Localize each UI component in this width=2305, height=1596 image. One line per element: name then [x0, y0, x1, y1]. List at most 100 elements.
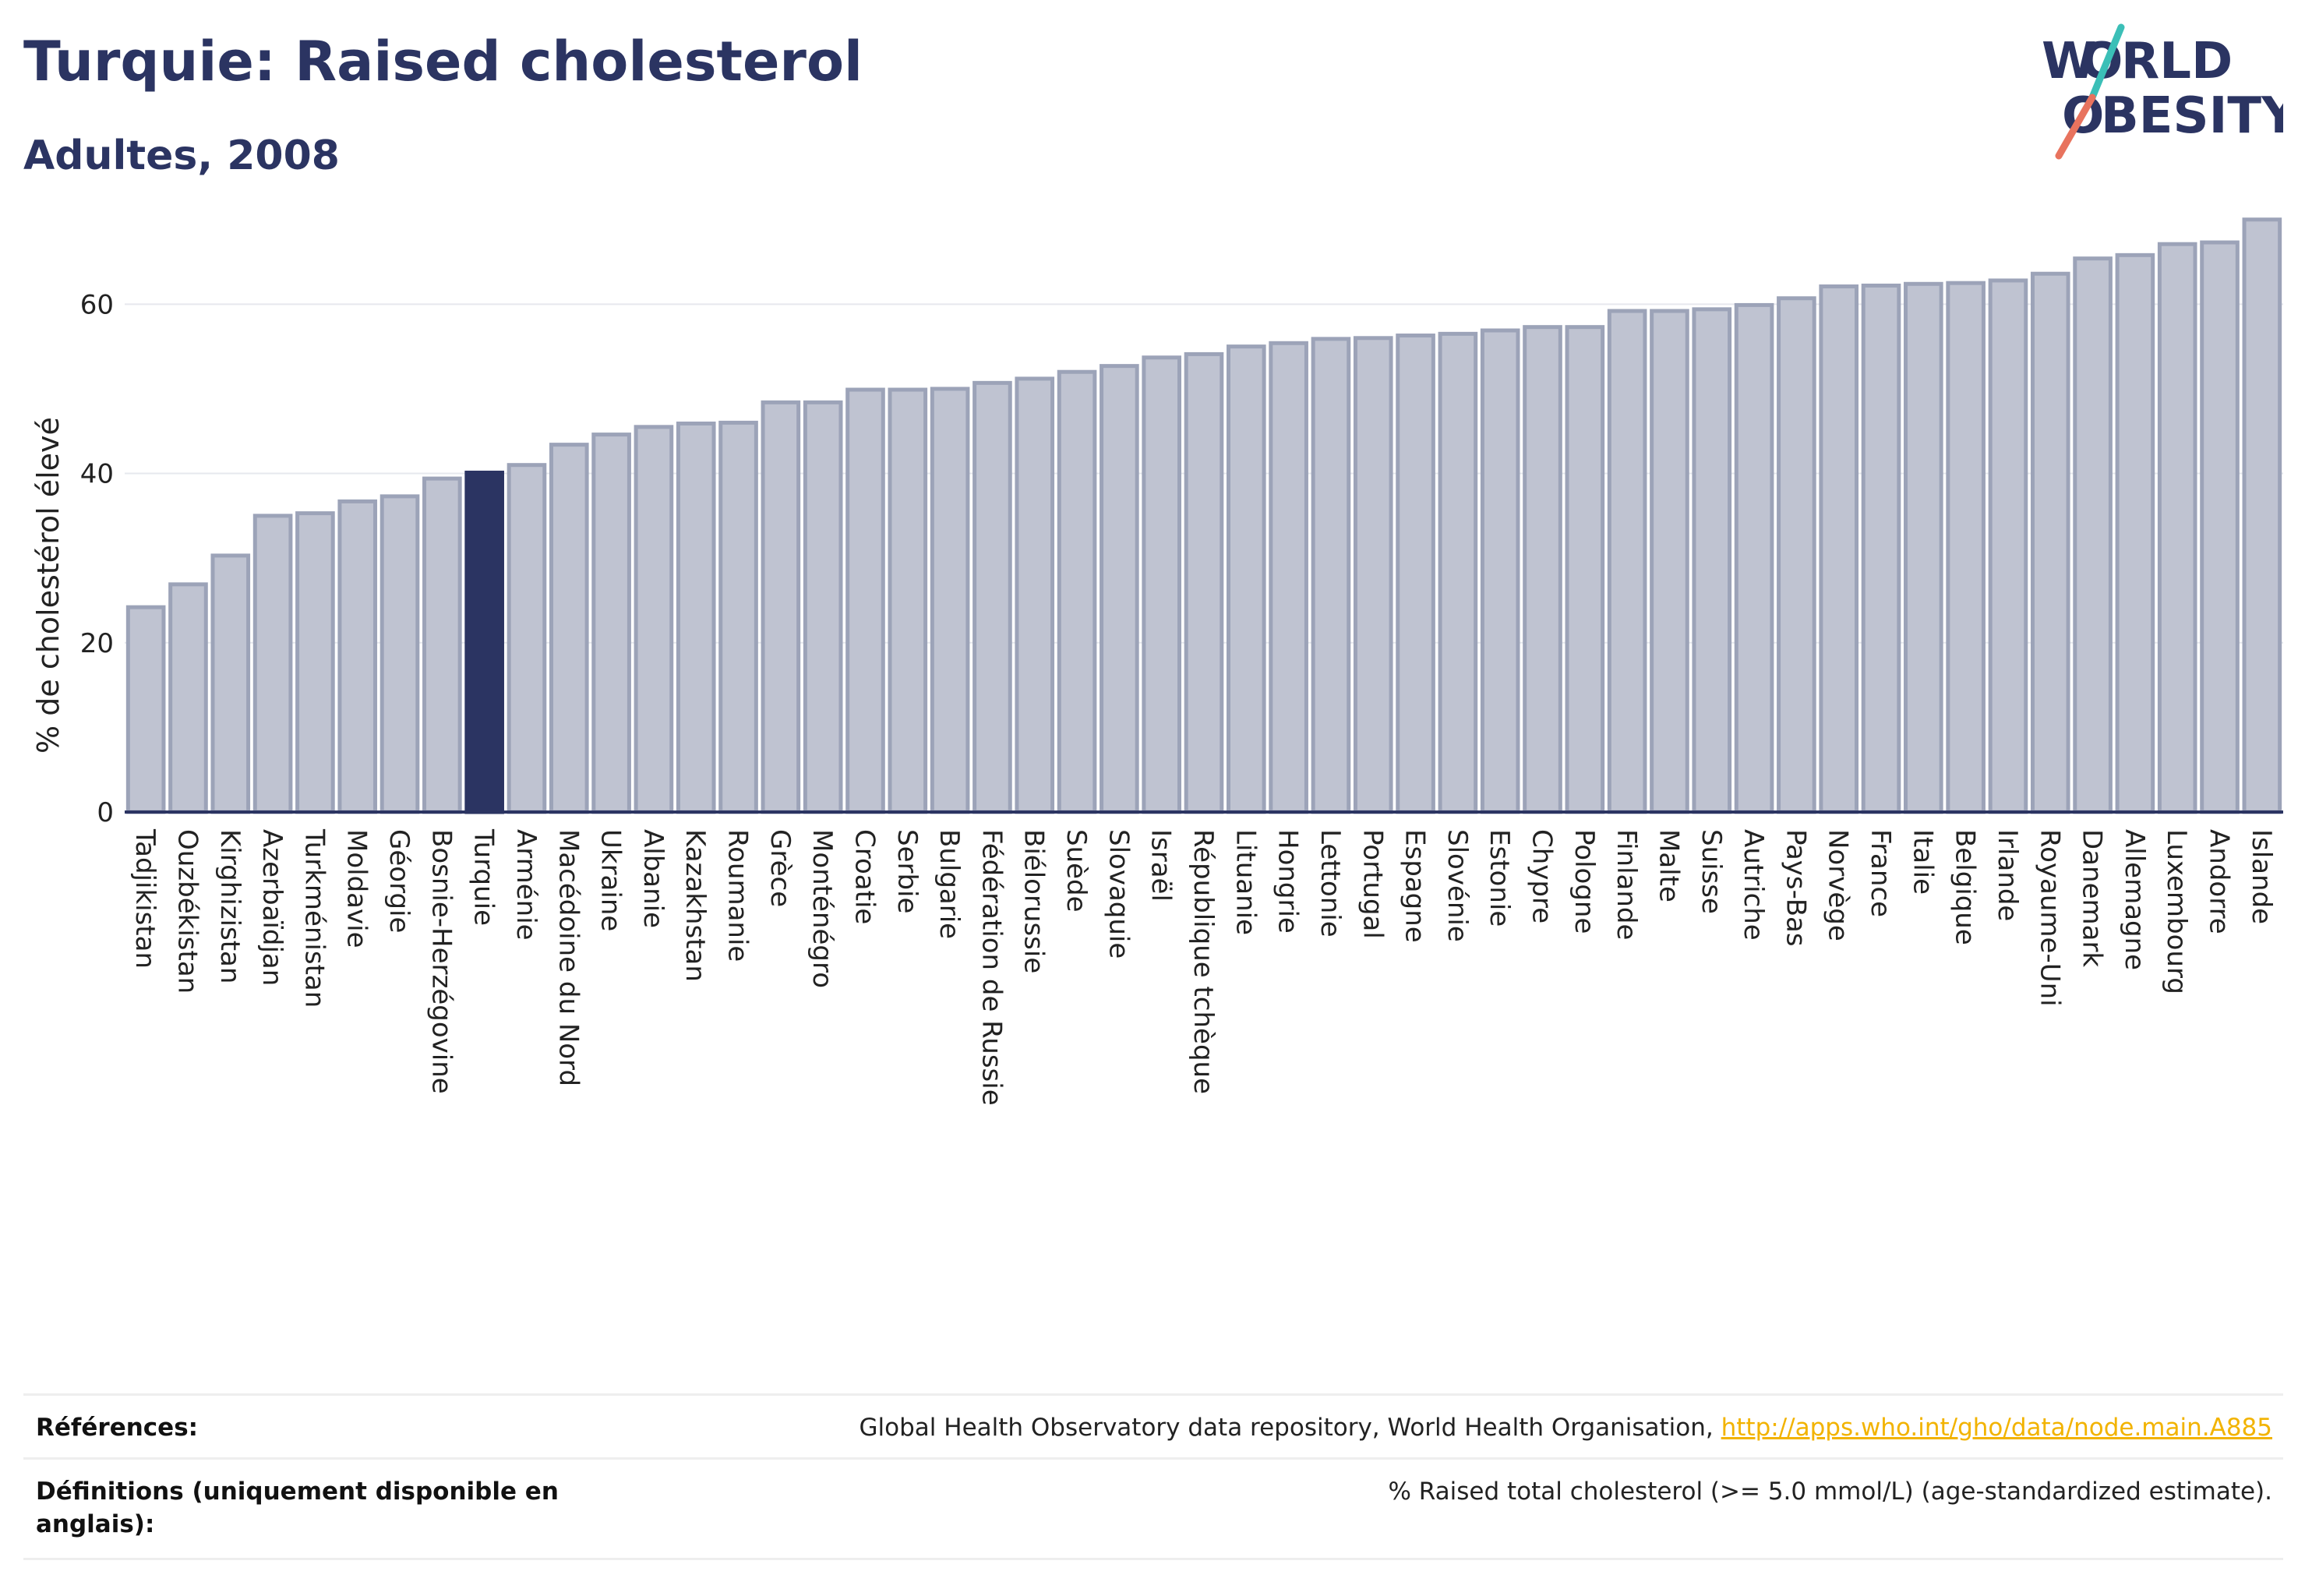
y-axis-label: % de cholestérol élevé: [31, 417, 65, 754]
bar-serbie[interactable]: [888, 387, 928, 814]
y-tick-label: 40: [80, 459, 114, 490]
references-link[interactable]: http://apps.who.int/gho/data/node.main.A…: [1721, 1414, 2272, 1442]
definitions-label: Définitions (uniquement disponible en an…: [36, 1478, 559, 1538]
references-label: Références:: [36, 1414, 199, 1442]
bar-danemark[interactable]: [2073, 256, 2113, 814]
bar-islande[interactable]: [2242, 217, 2282, 814]
bar-g-orgie[interactable]: [379, 494, 420, 814]
x-tick-label: Luxembourg: [2161, 829, 2192, 994]
logo-besity: BESITY: [2101, 87, 2283, 145]
x-tick-label: Lituanie: [1230, 829, 1261, 935]
x-tick-label: Autriche: [1738, 829, 1769, 941]
bar-autriche[interactable]: [1734, 302, 1774, 814]
bar-kazakhstan[interactable]: [676, 421, 716, 814]
bar-r-publique-tch-que[interactable]: [1184, 351, 1224, 814]
x-tick-label: Moldavie: [341, 829, 372, 948]
x-tick-label: Tadjikistan: [129, 828, 161, 969]
bar-allemagne[interactable]: [2115, 252, 2155, 814]
x-tick-label: France: [1865, 829, 1896, 917]
bar-italie[interactable]: [1904, 281, 1943, 814]
bar-slov-nie[interactable]: [1438, 331, 1478, 814]
x-tick-label: Arménie: [510, 829, 542, 941]
bar-portugal[interactable]: [1353, 336, 1393, 814]
x-tick-label: Géorgie: [383, 829, 415, 933]
bar-andorre[interactable]: [2200, 240, 2240, 814]
x-tick-label: Italie: [1907, 829, 1938, 895]
x-tick-label: Suisse: [1696, 829, 1727, 914]
x-tick-label: Bosnie-Herzégovine: [425, 829, 457, 1094]
bar-ukraine[interactable]: [591, 433, 631, 814]
bar-france[interactable]: [1861, 283, 1901, 814]
bar-kirghizistan[interactable]: [210, 553, 251, 814]
bar-arm-nie[interactable]: [507, 463, 547, 814]
chart-title: Turquie: Raised cholesterol: [23, 30, 863, 94]
x-tick-label: Kirghizistan: [214, 829, 245, 983]
x-tick-label: Andorre: [2204, 829, 2235, 934]
bar-tadjikistan[interactable]: [125, 605, 166, 814]
bar-albanie[interactable]: [634, 425, 674, 814]
bar-slovaquie[interactable]: [1100, 364, 1139, 814]
bar-turquie[interactable]: [464, 470, 504, 814]
x-tick-label: Allemagne: [2119, 829, 2150, 970]
x-tick-label: Pologne: [1569, 829, 1600, 934]
bar-bulgarie[interactable]: [930, 387, 970, 814]
bar-bi-lorussie[interactable]: [1015, 376, 1055, 814]
bar-lituanie[interactable]: [1227, 344, 1266, 814]
x-tick-label: Finlande: [1611, 829, 1642, 940]
bar-pays-bas[interactable]: [1777, 296, 1816, 814]
bar-norv-ge[interactable]: [1819, 284, 1859, 814]
bar-ouzb-kistan[interactable]: [168, 582, 208, 814]
logo-slash-teal: [2088, 23, 2125, 101]
x-tick-label: République tchèque: [1188, 829, 1219, 1094]
x-tick-label: Islande: [2246, 829, 2277, 924]
bar-finlande[interactable]: [1607, 309, 1647, 814]
bar-gr-ce[interactable]: [761, 400, 801, 814]
x-tick-label: Espagne: [1400, 829, 1431, 943]
x-tick-label: Portugal: [1357, 829, 1388, 939]
bar-estonie[interactable]: [1480, 328, 1520, 814]
x-tick-label: Israël: [1145, 829, 1177, 902]
x-tick-label: Ouzbékistan: [171, 829, 203, 994]
bar-isra-l[interactable]: [1142, 355, 1181, 814]
x-tick-label: Danemark: [2077, 829, 2108, 967]
bar-bosnie-herz-govine[interactable]: [422, 476, 462, 814]
bar-azerba-djan[interactable]: [252, 514, 293, 814]
bar-suisse[interactable]: [1692, 307, 1732, 814]
x-tick-label: Croatie: [849, 829, 880, 924]
bar-lettonie[interactable]: [1311, 337, 1351, 814]
bar-pologne[interactable]: [1565, 325, 1605, 814]
bar-chypre[interactable]: [1523, 325, 1562, 814]
bar-moldavie[interactable]: [337, 499, 378, 814]
bar-irlande[interactable]: [1988, 278, 2028, 814]
x-tick-label: Chypre: [1527, 829, 1558, 923]
bar-luxembourg[interactable]: [2157, 242, 2197, 814]
bar-royaume-uni[interactable]: [2030, 271, 2070, 814]
bar-roumanie[interactable]: [718, 420, 758, 814]
x-tick-label: Pays-Bas: [1780, 829, 1811, 947]
bar-malte[interactable]: [1650, 309, 1689, 814]
x-tick-label: Monténégro: [807, 829, 838, 988]
logo-w: W: [2042, 33, 2097, 90]
x-tick-label: Slovaquie: [1103, 829, 1134, 959]
bar-mac-doine-du-nord[interactable]: [549, 443, 589, 814]
x-tick-label: Lettonie: [1315, 829, 1346, 937]
x-tick-label: Serbie: [891, 829, 923, 913]
bar-f-d-ration-de-russie[interactable]: [972, 380, 1012, 814]
y-tick-label: 60: [80, 289, 114, 320]
logo-slash-coral: [2055, 94, 2096, 160]
bar-turkm-nistan[interactable]: [295, 511, 335, 814]
bar-espagne[interactable]: [1396, 334, 1435, 814]
logo-rld: RLD: [2121, 33, 2233, 90]
x-tick-label: Biélorussie: [1018, 829, 1050, 973]
x-tick-label: Royaume-Uni: [2034, 829, 2065, 1007]
bar-mont-n-gro[interactable]: [803, 400, 843, 814]
bar-hongrie[interactable]: [1269, 341, 1308, 814]
y-tick-label: 0: [97, 797, 114, 828]
chart-subtitle: Adultes, 2008: [23, 132, 340, 179]
x-tick-label: Turquie: [468, 828, 499, 926]
bar-croatie[interactable]: [845, 387, 885, 814]
x-tick-label: Malte: [1653, 829, 1684, 902]
references-value: Global Health Observatory data repositor…: [860, 1411, 2272, 1444]
bar-belgique[interactable]: [1946, 281, 1986, 814]
bar-su-de[interactable]: [1057, 369, 1097, 814]
